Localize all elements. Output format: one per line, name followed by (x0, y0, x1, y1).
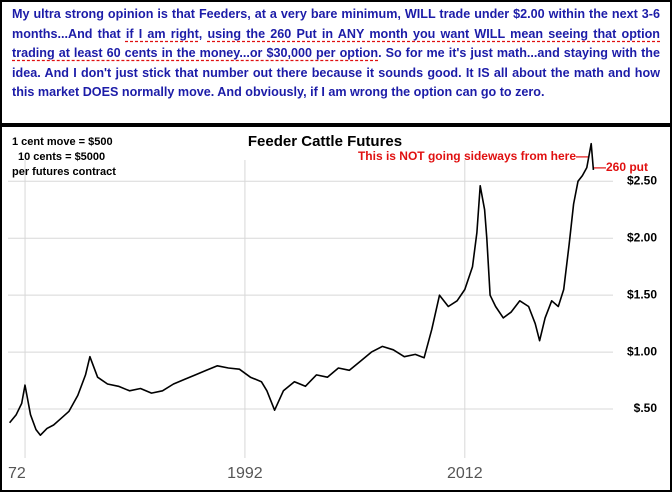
chart-frame (0, 125, 672, 492)
note-segment: , (198, 26, 208, 41)
x-tick-label: 2012 (447, 465, 483, 482)
note-box: My ultra strong opinion is that Feeders,… (0, 0, 672, 125)
annotation: This is NOT going sideways from here— (358, 149, 588, 163)
note-segment: My ultra strong opinion is that Feeders,… (12, 7, 660, 41)
y-tick-label: $1.00 (627, 344, 657, 358)
annotation: 1 cent move = $500 (12, 136, 113, 148)
note-segment: using the 260 Put in ANY month you want … (12, 26, 660, 61)
price-line (8, 142, 595, 436)
y-tick-label: $.50 (634, 401, 658, 415)
y-tick-label: $1.50 (627, 287, 657, 301)
note-text: My ultra strong opinion is that Feeders,… (2, 2, 670, 103)
annotation: —260 put (594, 160, 648, 174)
chart-title: Feeder Cattle Futures (248, 133, 402, 150)
y-tick-label: $2.00 (627, 230, 657, 244)
annotation: 10 cents = $5000 (18, 151, 105, 163)
x-tick-label: 1992 (227, 465, 263, 482)
note-segment: . So for me it's just math...and staying… (12, 46, 661, 100)
note-segment: if I am right (125, 26, 199, 41)
grid (8, 160, 613, 458)
x-tick-label: 72 (8, 465, 26, 482)
y-tick-label: $2.50 (627, 173, 657, 187)
annotation: per futures contract (12, 166, 116, 178)
